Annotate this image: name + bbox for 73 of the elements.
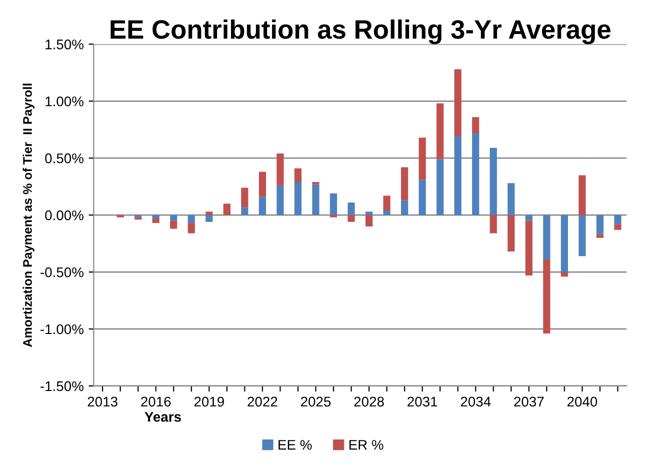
bar — [614, 215, 622, 224]
x-tick-label: 2022 — [248, 396, 278, 407]
bar — [258, 196, 266, 216]
bar — [401, 200, 408, 216]
bar — [418, 180, 426, 216]
bar — [436, 159, 444, 216]
bar — [383, 196, 390, 211]
bar — [525, 215, 532, 221]
y-axis-title: Amortization Payment as % of Tier II Payroll — [22, 84, 34, 347]
bar — [454, 69, 462, 136]
x-tick-label: 2019 — [194, 396, 224, 407]
bar — [188, 215, 195, 224]
x-tick-label: 2025 — [300, 396, 331, 407]
bar — [418, 138, 426, 180]
x-tick-label: 2034 — [460, 396, 491, 407]
bar — [294, 182, 302, 216]
bar — [294, 168, 302, 182]
bar — [206, 212, 213, 216]
bar — [365, 212, 373, 216]
x-axis-title: Years — [144, 412, 181, 422]
legend-label: EE % — [278, 440, 312, 450]
x-tick-label: 2040 — [567, 396, 598, 407]
bar — [560, 215, 568, 272]
x-tick-label: 2016 — [141, 396, 171, 407]
bar — [543, 259, 550, 334]
bar — [348, 202, 355, 216]
bar — [276, 154, 284, 186]
bar — [241, 207, 248, 216]
bar — [188, 223, 195, 234]
bar — [383, 210, 390, 216]
bar — [578, 175, 586, 216]
x-tick-label: 2028 — [354, 396, 384, 407]
bar — [436, 103, 444, 160]
bar — [276, 185, 284, 216]
bar — [312, 184, 320, 216]
bar — [525, 220, 532, 276]
bar — [560, 272, 568, 277]
x-tick-label: 2037 — [514, 396, 544, 407]
bar — [596, 234, 604, 238]
bar — [508, 215, 515, 252]
bar — [152, 218, 160, 224]
x-tick-label: 2031 — [408, 396, 438, 407]
y-tick-label: -0.50% — [40, 267, 84, 278]
bar — [401, 167, 408, 200]
bar — [490, 215, 497, 234]
legend-label: ER % — [349, 440, 384, 450]
bar — [490, 148, 497, 216]
x-tick-label: 2013 — [88, 396, 118, 407]
bar — [258, 172, 266, 197]
bar — [472, 133, 480, 216]
bar — [348, 215, 355, 222]
bar — [365, 215, 373, 226]
bar — [330, 193, 338, 216]
y-tick-label: 1.00% — [46, 96, 84, 106]
bar — [596, 215, 604, 234]
bar — [614, 224, 622, 230]
y-tick-label: 0.50% — [45, 153, 84, 164]
bar — [170, 220, 178, 229]
y-tick-label: -1.50% — [40, 381, 84, 392]
chart-title: EE Contribution as Rolling 3-Yr Average — [110, 19, 610, 44]
bar — [543, 215, 550, 260]
bar — [454, 136, 462, 216]
bar — [152, 215, 160, 218]
bar — [170, 215, 178, 221]
bar — [241, 188, 248, 208]
y-tick-label: 0.00% — [45, 210, 84, 220]
bar — [206, 215, 213, 222]
bar — [223, 204, 230, 216]
bar — [508, 183, 515, 216]
y-tick-label: -1.00% — [40, 324, 84, 334]
y-tick-label: 1.50% — [46, 40, 84, 50]
bar — [472, 117, 480, 134]
bar — [578, 215, 586, 256]
